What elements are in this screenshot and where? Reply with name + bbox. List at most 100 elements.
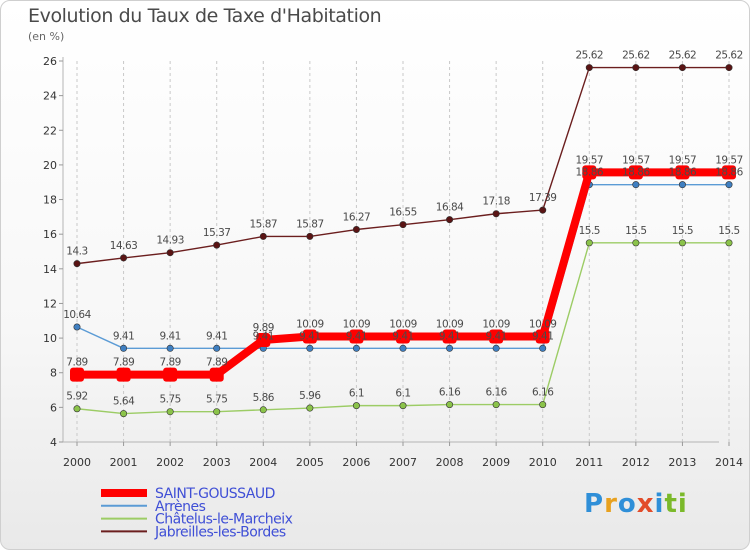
- data-point: [446, 401, 454, 409]
- data-label: 19.57: [622, 154, 650, 166]
- data-label: 9.41: [439, 330, 460, 342]
- y-tick-label: 10: [43, 332, 57, 345]
- legend-label: Châtelus-le-Marcheix: [155, 512, 293, 528]
- data-label: 9.41: [206, 330, 227, 342]
- data-point: [213, 344, 221, 352]
- data-label: 17.18: [482, 196, 510, 208]
- data-point: [678, 239, 686, 247]
- data-point: [489, 329, 504, 344]
- data-point: [120, 254, 128, 262]
- data-label: 10.09: [389, 319, 417, 331]
- data-label: 14.3: [66, 246, 87, 258]
- data-point: [166, 249, 174, 257]
- chart-unit-label: (en %): [28, 30, 65, 43]
- data-label: 9.41: [113, 330, 134, 342]
- data-label: 5.92: [66, 391, 87, 403]
- data-label: 7.89: [113, 357, 134, 369]
- data-label: 5.64: [113, 396, 135, 408]
- data-point: [396, 329, 410, 344]
- y-tick-label: 6: [50, 401, 57, 414]
- data-label: 6.1: [395, 388, 410, 400]
- data-point: [166, 408, 174, 416]
- data-point: [632, 64, 640, 72]
- data-label: 19.57: [715, 154, 743, 166]
- data-point: [725, 181, 733, 189]
- data-label: 6.16: [485, 387, 507, 399]
- x-tick-label: 2013: [668, 456, 696, 469]
- data-label: 15.5: [579, 225, 600, 237]
- data-label: 5.75: [159, 394, 180, 406]
- data-label: 25.62: [576, 50, 604, 62]
- data-point: [256, 332, 271, 347]
- data-point: [166, 344, 174, 352]
- data-label: 15.5: [718, 225, 739, 237]
- data-point: [585, 239, 593, 247]
- x-tick-label: 2011: [575, 456, 603, 469]
- x-tick-label: 2006: [342, 456, 370, 469]
- data-point: [725, 239, 733, 247]
- data-point: [349, 329, 364, 344]
- y-tick-label: 26: [43, 55, 57, 68]
- data-label: 9.41: [392, 330, 413, 342]
- data-point: [399, 221, 407, 229]
- data-point: [632, 239, 640, 247]
- data-label: 6.1: [349, 388, 364, 400]
- data-point: [116, 367, 131, 382]
- logo-letter: o: [617, 489, 637, 519]
- x-tick-label: 2009: [482, 456, 510, 469]
- chart-title: Evolution du Taux de Taxe d'Habitation: [28, 5, 382, 27]
- data-point: [492, 401, 500, 409]
- proxiti-logo: Proxiti: [584, 489, 688, 519]
- x-tick-label: 2002: [156, 456, 184, 469]
- logo-letter: P: [584, 489, 605, 519]
- data-label: 16.55: [389, 207, 417, 219]
- x-tick-label: 2014: [715, 456, 743, 469]
- data-point: [492, 210, 500, 218]
- y-tick-label: 18: [43, 194, 57, 207]
- data-point: [446, 216, 454, 224]
- data-point: [73, 323, 81, 331]
- data-point: [725, 64, 733, 72]
- logo-letter: x: [636, 489, 655, 519]
- y-tick-label: 8: [50, 367, 57, 380]
- data-label: 7.89: [159, 357, 180, 369]
- y-tick-label: 4: [50, 436, 57, 449]
- data-label: 9.41: [159, 330, 180, 342]
- data-point: [535, 329, 550, 344]
- data-point: [70, 367, 84, 382]
- y-tick-label: 14: [43, 263, 57, 276]
- data-label: 10.09: [296, 319, 324, 331]
- x-tick-label: 2007: [389, 456, 417, 469]
- x-tick-label: 2008: [436, 456, 464, 469]
- data-label: 19.57: [576, 154, 604, 166]
- data-label: 10.09: [436, 319, 464, 331]
- data-label: 9.41: [532, 330, 553, 342]
- data-point: [302, 329, 317, 344]
- data-point: [259, 232, 267, 240]
- data-point: [209, 367, 224, 382]
- data-point: [675, 165, 690, 180]
- data-point: [722, 165, 736, 180]
- data-point: [213, 241, 221, 249]
- data-label: 10.09: [343, 319, 371, 331]
- data-label: 18.86: [622, 167, 650, 179]
- y-tick-label: 16: [43, 228, 57, 241]
- data-point: [306, 404, 314, 412]
- data-label: 9.41: [253, 330, 274, 342]
- x-tick-label: 2003: [203, 456, 231, 469]
- data-point: [259, 406, 267, 414]
- data-label: 18.86: [576, 167, 604, 179]
- data-point: [73, 405, 81, 413]
- legend-label: Jabreilles-les-Bordes: [154, 524, 286, 540]
- data-point: [582, 165, 597, 180]
- x-tick-label: 2001: [110, 456, 138, 469]
- data-point: [213, 408, 221, 416]
- data-point: [120, 410, 128, 418]
- x-tick-label: 2010: [529, 456, 557, 469]
- x-tick-label: 2000: [63, 456, 91, 469]
- data-label: 14.93: [156, 235, 184, 247]
- data-label: 7.89: [66, 357, 87, 369]
- data-point: [442, 329, 457, 344]
